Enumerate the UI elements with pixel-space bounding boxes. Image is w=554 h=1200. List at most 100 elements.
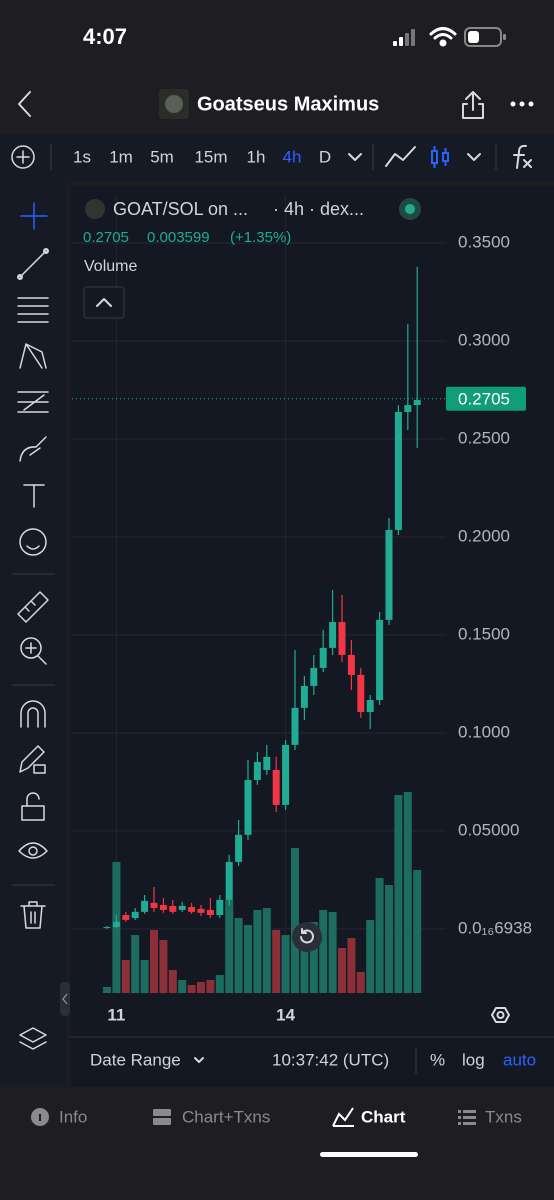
tab[interactable]: Txns (485, 1107, 522, 1126)
candle-body (272, 769, 280, 805)
symbol-meta: · 4h · dex... (273, 199, 364, 219)
interval-button[interactable]: 15m (194, 147, 227, 166)
tab[interactable]: Info (59, 1107, 87, 1126)
symbol-name: GOAT/SOL on ... (113, 199, 248, 219)
y-tick-label: 0.0₁₆6938 (458, 918, 532, 937)
candle-body (394, 411, 402, 530)
candle-body (197, 908, 205, 913)
chart-tab-icon (332, 1107, 354, 1127)
volume-bar (206, 980, 215, 993)
candle-body (310, 667, 318, 686)
txns-icon (458, 1110, 476, 1125)
candle-body (178, 905, 186, 910)
share-button[interactable] (462, 91, 484, 119)
indicators-button[interactable] (513, 144, 532, 169)
reset-icon (300, 928, 314, 944)
volume-bar (234, 918, 243, 993)
plot: 11 14 0.3500 0.3000 0.2500 0.2000 0.1500 0.1000… (72, 195, 532, 1024)
volume-bar (309, 922, 318, 993)
signal-icon (393, 29, 415, 46)
chart-area (70, 186, 554, 1036)
volume-bar (168, 970, 177, 993)
chart-txns-icon (153, 1109, 171, 1116)
chart-type-dropdown[interactable] (467, 153, 481, 161)
info-icon-i (39, 1114, 41, 1121)
candle-body (188, 906, 196, 912)
candle-body (103, 926, 111, 928)
battery-icon (464, 27, 506, 47)
y-tick-label: 0.3500 (458, 232, 510, 251)
interval-dropdown[interactable] (348, 153, 362, 161)
chart-settings-button[interactable] (491, 1007, 510, 1023)
y-tick-label: 0.2000 (458, 526, 510, 545)
date-range-button[interactable]: Date Range (90, 1050, 181, 1069)
volume-bar (103, 987, 111, 993)
candle-body (376, 619, 384, 701)
volume-bar (272, 930, 281, 993)
live-dot (405, 204, 415, 214)
volume-bar (328, 912, 337, 993)
tab[interactable]: Chart+Txns (182, 1107, 270, 1126)
candle-body (112, 921, 120, 927)
candle-body (263, 756, 271, 770)
candle-body (347, 654, 355, 675)
candle-body (159, 905, 167, 910)
back-button[interactable] (18, 91, 31, 117)
interval-button[interactable]: 1h (247, 147, 266, 166)
volume-bar (366, 920, 375, 993)
last-price-badge (446, 386, 526, 411)
interval-button[interactable]: D (319, 147, 331, 166)
price-change-percent: (+1.35%) (230, 229, 291, 246)
candle-body (357, 674, 365, 712)
volume-bar (225, 900, 234, 993)
clock: 4:07 (83, 24, 127, 49)
volume-bar (403, 792, 412, 993)
candle-chart-button[interactable] (431, 146, 449, 168)
tab[interactable]: Chart (361, 1107, 406, 1126)
x-tick-label: 14 (276, 1005, 295, 1024)
candle-body (150, 902, 158, 908)
volume-bar (253, 910, 262, 993)
y-tick-label: 0.3000 (458, 330, 510, 349)
volume-bar (413, 870, 422, 993)
drawing-tools[interactable] (17, 202, 49, 1050)
more-button[interactable] (510, 101, 534, 107)
interval-button[interactable]: 5m (150, 147, 174, 166)
toolbar-separators (12, 573, 55, 886)
reset-chart-button[interactable] (292, 922, 322, 952)
date-range-arrow (194, 1057, 204, 1063)
candle-body (169, 905, 177, 912)
toolbar-collapse[interactable] (60, 982, 70, 1016)
candle-body (329, 622, 337, 648)
volume-label: Volume (84, 258, 137, 275)
volume-bar (262, 908, 271, 993)
interval-button[interactable]: 4h (283, 147, 302, 166)
candle-body (244, 779, 252, 835)
settings-center (496, 1011, 505, 1019)
volume-bar (385, 885, 393, 993)
y-tick-label: 0.2500 (458, 428, 510, 447)
auto-toggle[interactable]: auto (503, 1050, 536, 1069)
interval-button[interactable]: 1s (73, 147, 91, 166)
last-price: 0.2705 (83, 229, 129, 246)
candle-body (404, 405, 412, 412)
candle-body (216, 899, 224, 916)
volume-bar (291, 848, 299, 993)
log-toggle[interactable]: log (462, 1050, 485, 1069)
volume-bar (150, 930, 158, 993)
add-indicator-button[interactable] (11, 145, 35, 169)
utc-time: 10:37:42 (UTC) (272, 1050, 389, 1069)
volume-bar (244, 925, 252, 993)
tab-group: Info Chart+Txns Chart Txns (59, 1107, 522, 1126)
percent-toggle[interactable]: % (430, 1050, 445, 1069)
candle-body (282, 744, 290, 805)
token-avatar-goat (165, 95, 183, 113)
volume-bar (300, 928, 309, 993)
tab-bar (0, 1087, 554, 1200)
home-indicator (320, 1152, 418, 1157)
collapse-legend-button[interactable] (83, 286, 125, 319)
line-chart-button[interactable] (385, 146, 416, 167)
volume-bar (347, 938, 356, 993)
interval-button[interactable]: 1m (109, 147, 133, 166)
